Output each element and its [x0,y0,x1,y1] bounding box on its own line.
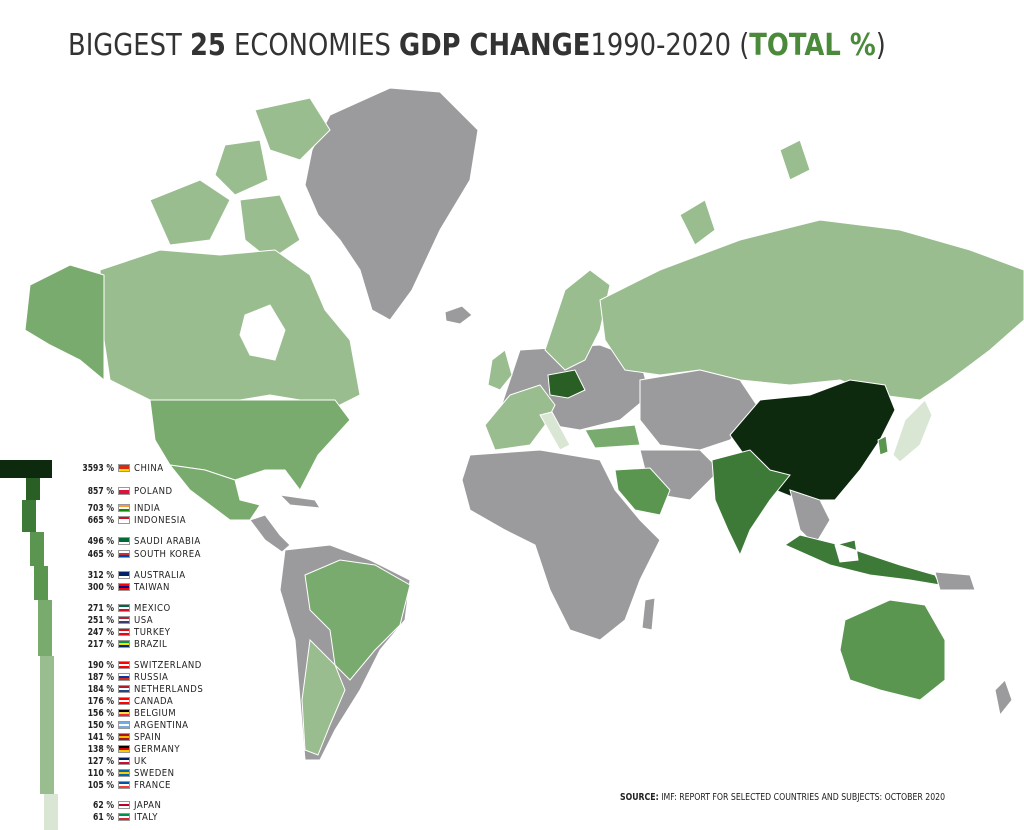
canada [99,249,361,411]
mexico [168,464,261,521]
title-gdp: GDP CHANGE [399,28,591,63]
russia [599,219,1024,401]
saudi-arabia [614,467,671,516]
uk [487,349,513,391]
italy [539,411,571,451]
title-number: 25 [189,28,226,63]
central-america [249,494,321,553]
central-asia [639,369,761,501]
page-title: BIGGEST 25 ECONOMIES GDP CHANGE1990-2020… [68,24,886,68]
madagascar [641,597,656,631]
brazil [304,559,411,681]
japan [892,399,933,463]
title-years: 1990-2020 ( [590,28,750,63]
title-part: BIGGEST [68,28,190,63]
indonesia [783,534,941,586]
source-label: SOURCE: [620,792,659,803]
turkey [584,424,641,449]
india [711,449,791,557]
western-europe [484,384,556,451]
poland [547,369,586,399]
source-note: SOURCE: IMF: REPORT FOR SELECTED COUNTRI… [620,792,945,803]
hudson-bay [239,304,286,361]
world-map [24,87,1024,761]
source-text: IMF: REPORT FOR SELECTED COUNTRIES AND S… [658,792,946,803]
australia [839,599,946,701]
title-paren: ) [875,28,886,63]
papua [934,571,976,591]
new-zealand [994,679,1013,717]
greenland [304,87,479,321]
canada-islands [149,97,331,261]
title-total: TOTAL % [749,28,876,63]
title-part: ECONOMIES [225,28,400,63]
africa [461,449,661,641]
alaska [24,264,105,382]
russia-islands [679,139,811,246]
iceland [444,305,473,325]
south-korea [877,435,889,456]
argentina [301,638,346,756]
